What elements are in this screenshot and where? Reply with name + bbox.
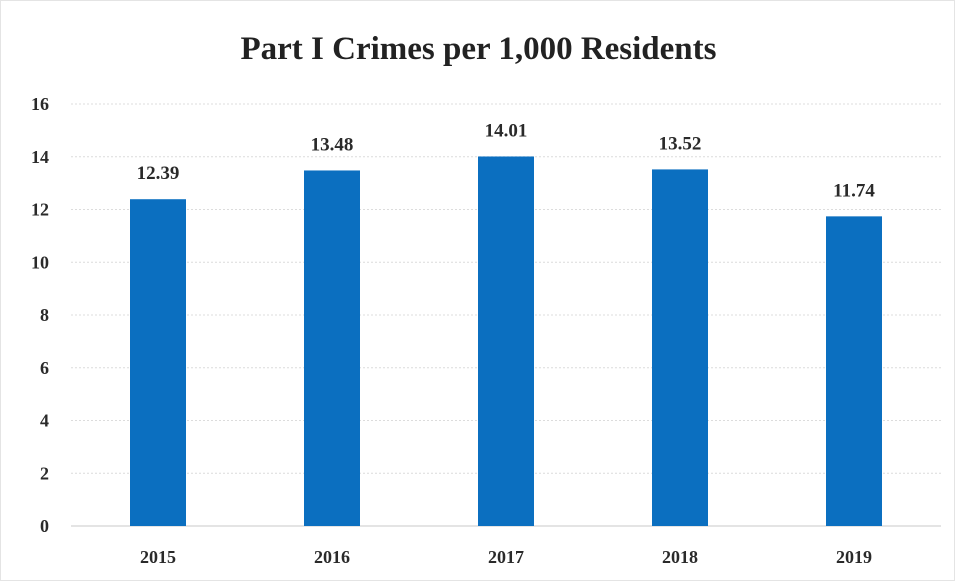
y-tick-label: 10 bbox=[31, 252, 49, 272]
gridlines bbox=[71, 103, 941, 527]
x-tick-label-2015: 2015 bbox=[140, 547, 176, 567]
bar-2019 bbox=[826, 216, 882, 527]
data-label-2019: 11.74 bbox=[833, 180, 875, 201]
data-label-2017: 14.01 bbox=[485, 120, 528, 141]
bar-2018 bbox=[652, 169, 708, 526]
data-label-2016: 13.48 bbox=[311, 134, 354, 155]
y-tick-label: 2 bbox=[40, 463, 49, 483]
x-tick-label-2016: 2016 bbox=[314, 547, 350, 567]
data-label-2018: 13.52 bbox=[659, 133, 702, 154]
y-tick-label: 0 bbox=[40, 516, 49, 536]
y-axis-ticks: 0 2 4 6 8 10 12 14 16 bbox=[31, 94, 49, 536]
y-tick-label: 16 bbox=[31, 94, 49, 114]
bar-2016 bbox=[304, 170, 360, 526]
x-tick-label-2017: 2017 bbox=[488, 547, 524, 567]
x-tick-label-2019: 2019 bbox=[836, 547, 872, 567]
bar-2015 bbox=[130, 199, 186, 526]
y-tick-label: 12 bbox=[31, 200, 49, 220]
data-labels: 12.39 13.48 14.01 13.52 11.74 bbox=[137, 120, 876, 201]
y-tick-label: 14 bbox=[31, 147, 49, 167]
x-tick-label-2018: 2018 bbox=[662, 547, 698, 567]
y-tick-label: 6 bbox=[40, 358, 49, 378]
y-tick-label: 8 bbox=[40, 305, 49, 325]
x-axis-ticks: 2015 2016 2017 2018 2019 bbox=[140, 547, 872, 567]
chart-title: Part I Crimes per 1,000 Residents bbox=[240, 31, 717, 67]
y-tick-label: 4 bbox=[40, 411, 49, 431]
bars bbox=[130, 156, 882, 527]
data-label-2015: 12.39 bbox=[137, 163, 180, 184]
bar-2017 bbox=[478, 156, 534, 526]
